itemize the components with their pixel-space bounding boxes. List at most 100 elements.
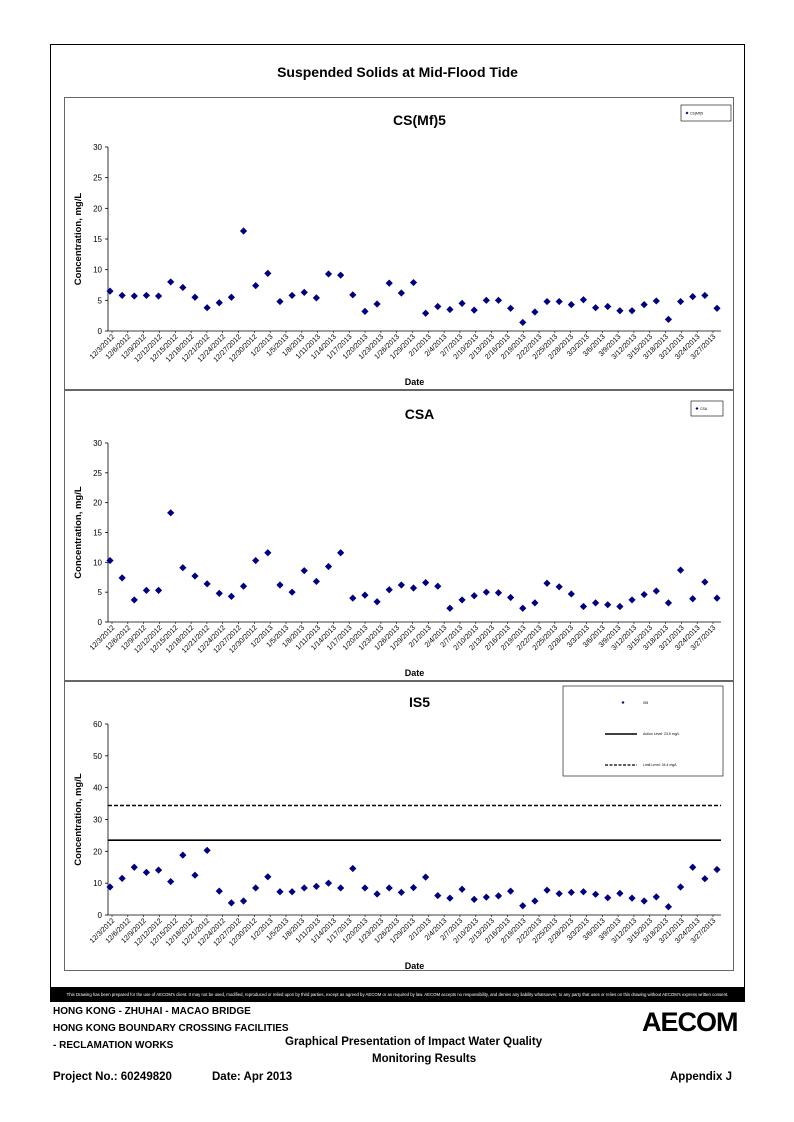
data-point (531, 599, 539, 607)
chart-title-is5: IS5 (409, 694, 430, 710)
legend-marker (685, 111, 689, 115)
chart-panel-is5: IS5 0 10 20 30 40 50 60 Concentration, mg/L 12/3/… (64, 681, 734, 971)
y-tick-label: 5 (98, 296, 103, 305)
data-point (567, 888, 575, 896)
data-point (676, 297, 685, 306)
legend-label-limit: Limit Level: 34.4 mg/L (643, 763, 677, 767)
data-point (409, 584, 418, 592)
y-tick-label: 40 (93, 784, 102, 793)
data-point (664, 315, 673, 323)
data-point (191, 572, 199, 580)
data-point (409, 884, 418, 892)
data-point (652, 297, 660, 305)
legend-box (690, 400, 724, 417)
data-point (470, 306, 478, 314)
data-point (689, 863, 697, 871)
data-point (106, 883, 114, 891)
data-point (422, 309, 430, 317)
data-point (142, 586, 151, 594)
data-point (203, 580, 211, 588)
data-point (154, 586, 163, 594)
data-point (701, 875, 709, 883)
data-point (276, 888, 284, 896)
footer-center1: Graphical Presentation of Impact Water Q… (285, 1036, 543, 1048)
data-point (616, 602, 624, 611)
data-point (531, 308, 539, 316)
data-point (482, 296, 490, 304)
data-point (616, 307, 624, 315)
data-point (507, 593, 515, 602)
data-point (628, 307, 636, 315)
data-point (215, 589, 223, 597)
data-point (324, 879, 333, 887)
footer-line2: HONG KONG BOUNDARY CROSSING FACILITIES (53, 1023, 289, 1034)
data-point (640, 301, 648, 309)
data-point (288, 888, 296, 896)
data-point (215, 299, 223, 307)
data-point (494, 296, 503, 304)
x-axis-label: Date (405, 377, 425, 387)
data-point (142, 291, 151, 300)
y-tick-label: 20 (93, 499, 102, 508)
data-point (385, 884, 393, 892)
data-point (300, 884, 308, 892)
data-point (543, 297, 551, 306)
x-axis-label: Date (405, 668, 425, 678)
y-tick-label: 30 (93, 439, 102, 448)
chart-title-csa: CSA (405, 406, 435, 422)
data-point (252, 556, 260, 565)
y-axis-label: Concentration, mg/L (73, 486, 84, 579)
chart-panel-csmf5: CS(Mf)5 0 5 10 15 20 25 30 Concentration, mg/L 12… (64, 97, 734, 390)
data-point (713, 865, 721, 874)
data-point (592, 304, 600, 312)
data-point (434, 582, 442, 590)
data-point (118, 291, 126, 300)
data-point (531, 897, 539, 905)
data-point (567, 301, 575, 309)
data-point (446, 305, 454, 314)
data-point (567, 590, 575, 598)
data-point (118, 574, 126, 582)
data-point (312, 294, 320, 302)
data-point (470, 592, 478, 600)
data-point (397, 289, 405, 297)
data-point (142, 868, 151, 876)
data-point (167, 877, 175, 886)
data-point (434, 302, 442, 311)
data-point (434, 891, 442, 900)
data-point (276, 297, 284, 306)
data-point (689, 293, 697, 301)
data-point (324, 270, 333, 278)
footer-center2: Monitoring Results (372, 1053, 477, 1065)
data-point (640, 897, 648, 905)
data-point (167, 278, 175, 286)
legend-marker (621, 701, 625, 704)
data-point (349, 864, 357, 873)
y-tick-label: 50 (93, 752, 102, 761)
data-point (300, 288, 308, 296)
data-point (252, 884, 260, 892)
data-point (604, 601, 612, 609)
y-tick-label: 10 (93, 266, 102, 275)
appendix-label: Appendix J (670, 1071, 732, 1083)
legend-label: CSA (700, 407, 708, 411)
data-point (203, 846, 211, 854)
data-point (179, 564, 187, 572)
data-point (373, 890, 381, 898)
data-point (227, 293, 235, 301)
disclaimer-bar: This Drawing has been prepared for the u… (50, 988, 745, 1002)
data-point (409, 278, 418, 287)
data-point (652, 893, 660, 901)
data-point (106, 287, 114, 295)
data-point (543, 579, 551, 587)
data-point (592, 599, 600, 607)
data-point (349, 291, 357, 299)
data-point (555, 297, 563, 306)
data-point (446, 894, 454, 902)
data-point (179, 851, 187, 859)
data-point (337, 271, 345, 279)
data-point (264, 269, 272, 277)
data-point (324, 562, 333, 571)
data-point (288, 588, 296, 596)
y-tick-label: 20 (93, 204, 102, 213)
